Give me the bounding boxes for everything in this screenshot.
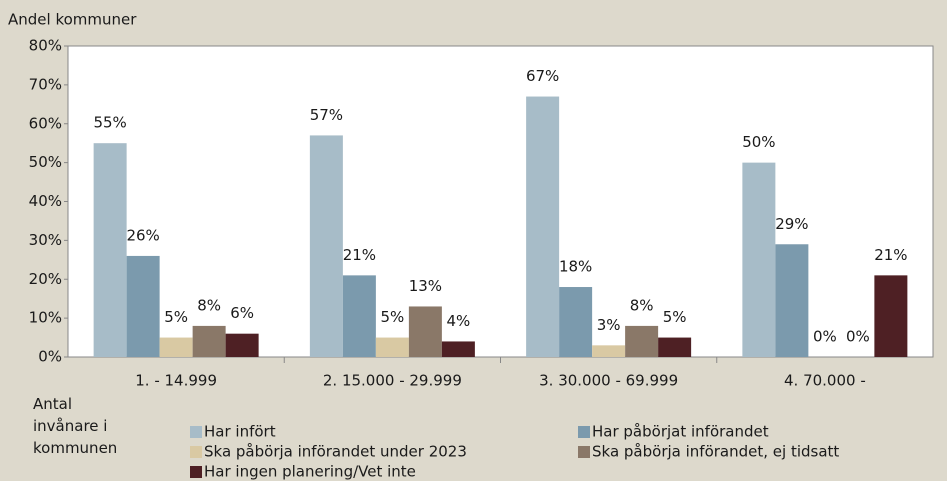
data-label: 0%	[846, 328, 870, 346]
data-label: 21%	[874, 246, 907, 264]
y-tick-label: 20%	[29, 270, 62, 288]
bar	[309, 135, 343, 357]
bar	[742, 162, 776, 357]
bar	[126, 255, 160, 357]
data-label: 5%	[380, 308, 404, 326]
bar	[159, 337, 193, 357]
data-label: 3%	[597, 316, 621, 334]
bar	[526, 96, 560, 357]
bar	[658, 337, 692, 357]
bar	[874, 275, 908, 357]
bar	[225, 333, 259, 357]
x-axis-label: Antal invånare i kommunen	[33, 395, 118, 457]
data-label: 29%	[775, 215, 808, 233]
legend-swatch	[578, 426, 590, 438]
legend-label: Ska påbörja införandet, ej tidsatt	[592, 443, 839, 461]
y-tick-label: 70%	[29, 75, 62, 93]
bar	[775, 244, 809, 357]
legend-swatch	[578, 446, 590, 458]
y-tick-label: 0%	[38, 348, 62, 366]
data-label: 6%	[230, 304, 254, 322]
bar	[408, 306, 442, 357]
data-label: 18%	[559, 258, 592, 276]
bar	[192, 325, 226, 357]
y-tick-label: 10%	[29, 309, 62, 327]
bar	[559, 287, 593, 357]
data-label: 55%	[93, 114, 126, 132]
x-tick-label: 4. 70.000 -	[784, 372, 866, 390]
data-label: 5%	[164, 308, 188, 326]
data-label: 13%	[409, 277, 442, 295]
legend-label: Ska påbörja införandet under 2023	[204, 443, 467, 461]
y-tick-label: 60%	[29, 114, 62, 132]
legend-label: Har ingen planering/Vet inte	[204, 463, 416, 481]
legend-label: Har infört	[204, 423, 276, 441]
data-label: 8%	[630, 296, 654, 314]
y-tick-label: 80%	[29, 37, 62, 55]
data-label: 4%	[446, 312, 470, 330]
legend-swatch	[190, 426, 202, 438]
data-label: 57%	[310, 106, 343, 124]
legend-swatch	[190, 446, 202, 458]
x-tick-label: 1. - 14.999	[135, 372, 217, 390]
bar	[93, 143, 127, 357]
y-tick-label: 30%	[29, 231, 62, 249]
bar	[625, 325, 659, 357]
bar	[375, 337, 409, 357]
data-label: 21%	[343, 246, 376, 264]
x-tick-label: 2. 15.000 - 29.999	[323, 372, 462, 390]
data-label: 8%	[197, 296, 221, 314]
y-tick-label: 40%	[29, 192, 62, 210]
bar	[342, 275, 376, 357]
legend-label: Har påbörjat införandet	[592, 423, 769, 441]
bar	[592, 345, 626, 357]
y-tick-label: 50%	[29, 153, 62, 171]
data-label: 26%	[126, 226, 159, 244]
data-label: 67%	[526, 67, 559, 85]
data-label: 0%	[813, 328, 837, 346]
bar	[441, 341, 475, 357]
y-axis-label: Andel kommuner	[8, 11, 137, 29]
legend-swatch	[190, 466, 202, 478]
x-tick-label: 3. 30.000 - 69.999	[539, 372, 678, 390]
data-label: 5%	[663, 308, 687, 326]
data-label: 50%	[742, 133, 775, 151]
